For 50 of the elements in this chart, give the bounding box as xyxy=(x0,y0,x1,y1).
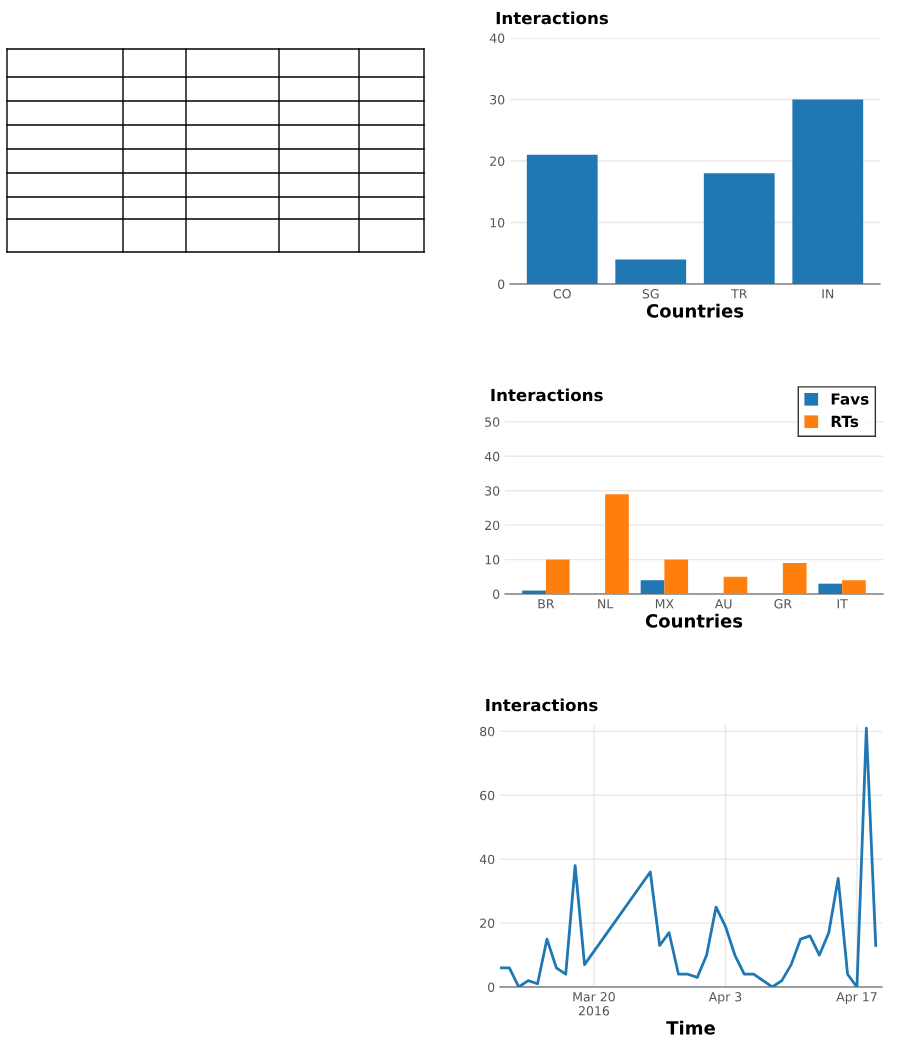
x-tick-label: TR xyxy=(731,289,748,299)
x-tick-label: MX xyxy=(655,599,674,609)
x-tick-label: Apr 17 xyxy=(836,992,877,1004)
x-tick-label: AU xyxy=(714,599,732,609)
y-tick-label: 30 xyxy=(485,486,500,496)
bar xyxy=(723,576,748,594)
y-tick-label: 80 xyxy=(480,726,495,737)
x-tick-label: IN xyxy=(822,289,834,299)
legend-label: Favs xyxy=(831,393,869,405)
y-tick-label: 20 xyxy=(480,918,495,929)
bar xyxy=(605,494,629,594)
y-tick-label: 20 xyxy=(485,520,500,531)
chart-title: Interactions xyxy=(496,11,609,25)
bar xyxy=(792,99,864,284)
bar xyxy=(615,259,687,284)
y-tick-label: 0 xyxy=(498,279,505,289)
x-axis-title: Time xyxy=(666,1020,715,1035)
y-tick-label: 0 xyxy=(488,982,495,992)
x-tick-label: SG xyxy=(642,289,659,299)
bar xyxy=(664,559,689,594)
x-tick-label: GR xyxy=(774,599,792,609)
x-tick-label: Mar 20 2016 xyxy=(573,992,615,1016)
y-tick-label: 30 xyxy=(490,94,505,105)
y-tick-label: 50 xyxy=(485,417,500,427)
x-axis-title: Countries xyxy=(645,613,743,628)
bar xyxy=(526,154,598,284)
y-tick-label: 40 xyxy=(489,33,505,43)
x-tick-label: NL xyxy=(598,599,614,609)
legend-label: RTs xyxy=(831,415,859,428)
bar xyxy=(782,563,807,594)
y-tick-label: 40 xyxy=(484,451,500,462)
x-tick-label: BR xyxy=(538,599,555,609)
bar xyxy=(818,583,843,594)
x-tick-label: IT xyxy=(837,599,848,609)
x-axis-title: Countries xyxy=(646,303,744,318)
y-tick-label: 60 xyxy=(480,790,495,801)
bar xyxy=(842,580,866,594)
x-tick-label: CO xyxy=(553,289,571,299)
x-tick-label: Apr 3 xyxy=(708,992,742,1004)
y-tick-label: 40 xyxy=(479,854,495,865)
y-tick-label: 10 xyxy=(485,555,500,565)
bar xyxy=(640,580,665,594)
y-tick-label: 20 xyxy=(490,156,505,166)
line-series xyxy=(500,726,878,987)
y-tick-label: 10 xyxy=(490,217,505,228)
y-tick-label: 0 xyxy=(493,589,500,599)
chart-title: Interactions xyxy=(491,388,603,402)
chart-title: Interactions xyxy=(486,698,598,712)
bar xyxy=(703,173,775,284)
bar xyxy=(545,559,570,594)
